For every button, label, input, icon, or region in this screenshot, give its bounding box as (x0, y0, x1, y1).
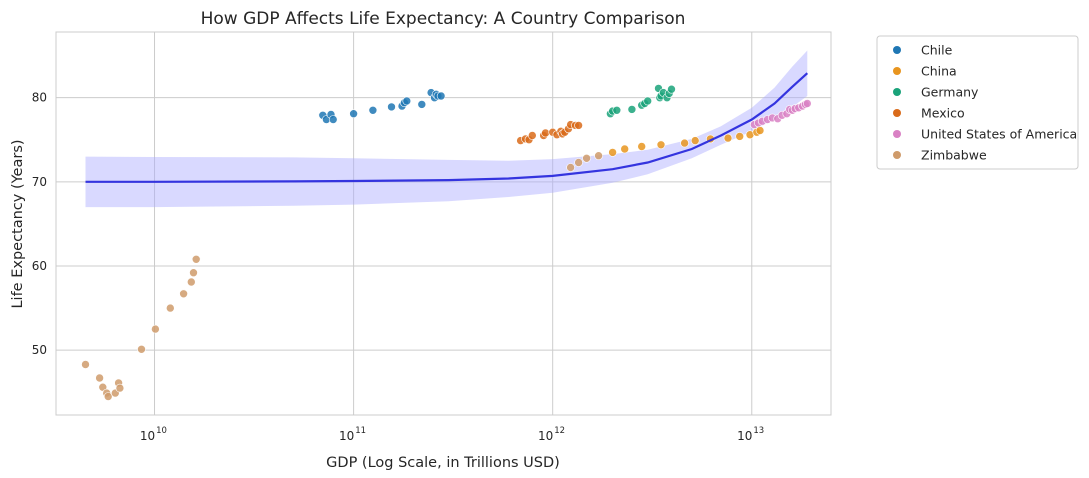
point-series-0-5 (368, 106, 378, 115)
grid (56, 32, 831, 415)
y-tick-label-2: 70 (32, 175, 47, 189)
trend-line (85, 72, 809, 183)
point-series-1-5 (690, 136, 700, 145)
legend-marker-5 (893, 151, 901, 159)
point-series-0-9 (402, 96, 412, 106)
legend-label-5: Zimbabwe (921, 148, 987, 163)
point-series-5-13 (189, 268, 198, 278)
point-series-3-14 (574, 121, 583, 130)
y-tick-label-0: 50 (32, 343, 47, 357)
point-series-5-10 (166, 303, 175, 313)
legend-label-4: United States of America (921, 127, 1077, 142)
point-series-2-3 (627, 105, 637, 114)
y-axis-label: Life Expectancy (Years) (10, 139, 26, 308)
legend-marker-3 (893, 109, 901, 117)
point-series-5-15 (566, 163, 575, 172)
point-series-5-16 (574, 158, 583, 167)
x-tick-exponent-1: 11 (355, 426, 366, 436)
legend-label-3: Mexico (921, 106, 965, 121)
legend-marker-0 (893, 46, 901, 54)
scatter-points-layer (81, 84, 812, 401)
point-series-2-6 (643, 96, 653, 106)
point-series-5-7 (115, 383, 125, 393)
legend-marker-1 (893, 67, 901, 75)
point-series-4-14 (802, 99, 812, 108)
x-tick-label-3: 10 (737, 429, 752, 443)
point-series-0-4 (349, 109, 358, 118)
point-series-0-10 (417, 100, 427, 109)
x-axis-label: GDP (Log Scale, in Trillions USD) (326, 455, 560, 471)
point-series-5-12 (187, 277, 196, 287)
legend-box (876, 35, 1079, 170)
point-series-1-7 (723, 133, 733, 143)
x-tick-label-0: 10 (140, 429, 155, 443)
point-series-5-9 (151, 324, 160, 334)
point-series-1-8 (735, 132, 745, 141)
trend-line-layer (85, 72, 809, 183)
point-series-1-1 (620, 144, 630, 154)
x-tick-exponent-0: 10 (156, 426, 167, 436)
plot-frame (55, 31, 832, 416)
point-series-3-5 (541, 128, 550, 138)
x-tick-exponent-3: 13 (753, 426, 764, 436)
point-series-1-4 (680, 138, 689, 148)
point-series-5-8 (137, 344, 146, 354)
point-series-5-17 (582, 154, 591, 163)
point-series-0-6 (387, 102, 396, 112)
point-series-5-4 (103, 392, 113, 401)
chart-title: How GDP Affects Life Expectancy: A Count… (201, 9, 686, 29)
point-series-0-3 (328, 115, 338, 124)
point-series-5-0 (81, 360, 90, 369)
point-series-2-13 (667, 84, 676, 94)
legend-label-0: Chile (921, 43, 953, 58)
point-series-1-0 (608, 148, 617, 157)
point-series-5-11 (179, 289, 188, 299)
point-series-5-14 (191, 254, 201, 264)
point-series-5-2 (98, 382, 108, 392)
confidence-band-layer (85, 50, 808, 208)
point-series-0-15 (436, 91, 446, 101)
x-tick-label-1: 10 (339, 429, 354, 443)
point-series-5-1 (95, 373, 104, 383)
point-series-1-3 (656, 140, 666, 150)
legend-marker-2 (893, 88, 901, 96)
point-series-2-2 (612, 106, 622, 115)
legend-marker-4 (893, 130, 901, 138)
y-tick-label-1: 60 (32, 259, 47, 273)
legend: Chile China Germany Mexico United States of … (876, 35, 1079, 170)
legend-label-1: China (921, 64, 957, 79)
y-tick-label-3: 80 (32, 91, 47, 105)
x-tick-exponent-2: 12 (554, 426, 565, 436)
point-series-1-2 (637, 142, 647, 151)
point-series-5-18 (594, 151, 603, 160)
point-series-3-3 (527, 131, 537, 140)
confidence-band (85, 50, 808, 208)
legend-label-2: Germany (921, 85, 979, 100)
x-tick-label-2: 10 (538, 429, 553, 443)
